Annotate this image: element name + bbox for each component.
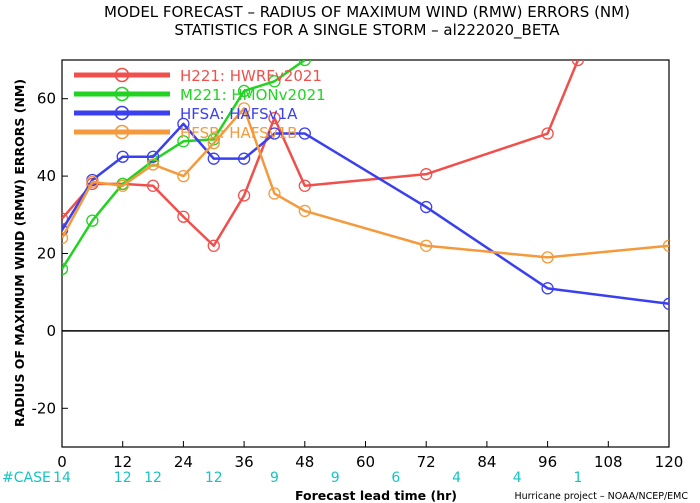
case-count: 9 (331, 470, 340, 486)
x-tick-label: 0 (57, 453, 67, 471)
data-point (298, 60, 311, 67)
legend-entry: H221: HWRFv2021 (74, 67, 322, 85)
data-point (237, 84, 251, 98)
title-line-2: STATISTICS FOR A SINGLE STORM – al222020… (174, 21, 560, 40)
y-tick-label: 40 (37, 167, 56, 185)
data-point (62, 262, 69, 276)
data-point (237, 189, 251, 202)
x-tick-label: 60 (356, 453, 375, 471)
case-count: 4 (513, 470, 522, 486)
data-point (237, 152, 251, 165)
axis-ticks: 0 12 24 36 48 60 72 84 96 108 120 -20 0 20 40 60 (32, 90, 684, 471)
case-count: 6 (391, 470, 400, 486)
title-line-1: MODEL FORECAST – RADIUS OF MAXIMUM WIND … (104, 3, 630, 21)
case-count: 12 (144, 470, 162, 486)
data-point (237, 102, 251, 115)
legend-swatch-marker (114, 86, 130, 102)
data-point (268, 75, 281, 88)
data-point (571, 60, 585, 67)
y-tick-label: -20 (32, 399, 57, 417)
data-point (62, 212, 69, 225)
series-line (62, 60, 306, 270)
y-tick-label: 0 (46, 322, 56, 340)
credit-text: Hurricane project – NOAA/NCEP/EMC (514, 491, 688, 502)
data-point (298, 179, 311, 192)
data-point (177, 117, 190, 131)
data-point (62, 231, 69, 245)
x-tick-label: 96 (538, 453, 557, 471)
y-tick-label: 20 (37, 245, 56, 263)
data-point (268, 187, 281, 200)
legend-entry: HFSA: HAFSv1A (74, 105, 298, 123)
data-point (207, 137, 220, 150)
legend-swatch-marker (114, 67, 130, 83)
legend-label: HFSA: HAFSv1A (180, 105, 298, 123)
legend-label: HFSB: HAFSv1B (180, 124, 297, 142)
case-counts: 14 12 12 12 9 9 6 4 4 1 (53, 470, 582, 486)
data-point (177, 210, 190, 223)
legend-entry: HFSB: HAFSv1B (74, 124, 297, 142)
data-point (298, 127, 311, 140)
case-count: 12 (205, 470, 223, 486)
data-point (86, 175, 99, 189)
data-point (207, 239, 220, 252)
data-point (177, 169, 190, 183)
legend-swatch-marker (114, 105, 130, 121)
legend-swatch-marker (114, 124, 130, 140)
data-point (116, 150, 129, 163)
data-point (298, 204, 311, 218)
y-tick-label: 60 (37, 90, 56, 108)
series-3 (62, 102, 669, 264)
legend-label: M221: HMONv2021 (180, 86, 326, 104)
x-tick-label: 36 (235, 453, 254, 471)
case-label: #CASE (2, 470, 51, 486)
x-tick-label: 12 (113, 453, 132, 471)
data-point (116, 179, 129, 192)
y-axis-label: RADIUS OF MAXIMUM WIND (RMW) ERRORS (NM) (12, 79, 27, 427)
data-point (541, 251, 554, 264)
legend-entry: M221: HMONv2021 (74, 86, 326, 104)
x-tick-label: 48 (295, 453, 314, 471)
data-point (541, 127, 554, 140)
data-point (268, 127, 281, 140)
data-point (420, 200, 433, 214)
data-point (86, 214, 99, 227)
case-count: 12 (114, 470, 132, 486)
data-point (420, 168, 433, 181)
case-count: 9 (270, 470, 279, 486)
data-point (146, 158, 160, 171)
data-point (268, 111, 281, 125)
series-layer (62, 60, 669, 310)
data-point (146, 150, 160, 163)
x-tick-label: 120 (655, 453, 684, 471)
x-tick-label: 84 (477, 453, 496, 471)
data-point (207, 152, 220, 165)
data-point (662, 239, 669, 252)
series-line (62, 122, 669, 306)
data-point (420, 239, 433, 252)
data-point (541, 282, 554, 295)
x-tick-label: 72 (417, 453, 436, 471)
case-count: 1 (573, 470, 582, 486)
case-count: 4 (452, 470, 461, 486)
data-point (177, 135, 190, 148)
case-count: 14 (53, 470, 71, 486)
x-tick-label: 24 (174, 453, 193, 471)
data-point (662, 297, 669, 310)
x-axis-label: Forecast lead time (hr) (295, 488, 457, 503)
x-tick-label: 108 (594, 453, 623, 471)
series-2 (62, 117, 669, 310)
legend-label: H221: HWRFv2021 (180, 67, 322, 85)
data-point (146, 179, 160, 192)
